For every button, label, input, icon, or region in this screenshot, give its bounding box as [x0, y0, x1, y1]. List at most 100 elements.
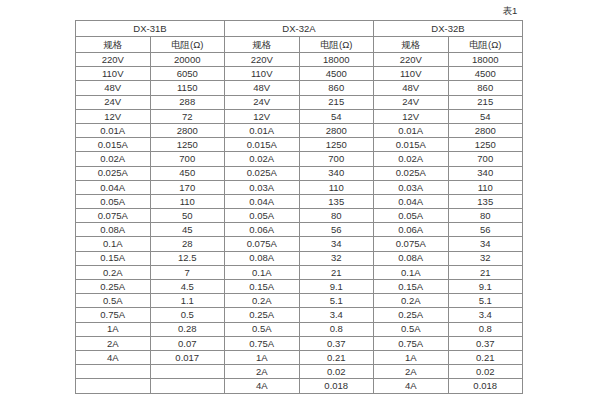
resistance-cell: 700 [448, 152, 523, 166]
resistance-cell: 288 [150, 95, 225, 109]
resistance-cell: 5.1 [299, 294, 374, 308]
resistance-cell: 72 [150, 109, 225, 123]
resistance-cell: 18000 [299, 53, 374, 67]
spec-cell: 1A [76, 322, 151, 336]
resistance-cell: 6050 [150, 67, 225, 81]
spec-cell: 0.01A [76, 123, 151, 137]
resistance-cell: 80 [448, 209, 523, 223]
resistance-cell: 56 [448, 223, 523, 237]
resistance-cell: 450 [150, 166, 225, 180]
spec-cell: 0.075A [76, 209, 151, 223]
spec-cell: 0.025A [374, 166, 449, 180]
table-row: 4A0.0171A0.211A0.21 [76, 350, 523, 364]
resistance-cell: 0.02 [448, 365, 523, 379]
resistance-cell: 4500 [299, 67, 374, 81]
column-header-resistance: 电阻(Ω) [448, 37, 523, 53]
spec-cell: 110V [76, 67, 151, 81]
spec-cell: 0.06A [225, 223, 300, 237]
resistance-cell: 28 [150, 237, 225, 251]
spec-cell: 24V [374, 95, 449, 109]
spec-cell: 0.03A [374, 180, 449, 194]
spec-cell: 0.75A [76, 308, 151, 322]
table-row: 0.08A450.06A560.06A56 [76, 223, 523, 237]
spec-cell: 220V [374, 53, 449, 67]
spec-cell: 0.06A [374, 223, 449, 237]
resistance-cell: 1150 [150, 81, 225, 95]
spec-cell: 2A [374, 365, 449, 379]
spec-cell: 4A [374, 379, 449, 393]
spec-cell: 0.025A [225, 166, 300, 180]
resistance-cell: 170 [150, 180, 225, 194]
resistance-cell: 0.8 [448, 322, 523, 336]
resistance-cell: 860 [448, 81, 523, 95]
resistance-cell: 0.07 [150, 336, 225, 350]
resistance-cell: 54 [299, 109, 374, 123]
table-row: 4A0.0184A0.018 [76, 379, 523, 393]
spec-cell: 48V [225, 81, 300, 95]
table-row: 0.025A4500.025A3400.025A340 [76, 166, 523, 180]
table-row: 0.75A0.50.25A3.40.25A3.4 [76, 308, 523, 322]
resistance-cell: 9.1 [448, 280, 523, 294]
resistance-cell: 5.1 [448, 294, 523, 308]
column-header-spec: 规格 [225, 37, 300, 53]
resistance-cell: 215 [299, 95, 374, 109]
spec-cell: 0.2A [76, 265, 151, 279]
table-row: 0.1A280.075A340.075A34 [76, 237, 523, 251]
column-header-spec: 规格 [76, 37, 151, 53]
resistance-cell: 1250 [448, 138, 523, 152]
spec-cell: 0.25A [374, 308, 449, 322]
resistance-cell: 56 [299, 223, 374, 237]
table-row: 220V20000220V18000220V18000 [76, 53, 523, 67]
spec-cell: 0.15A [374, 280, 449, 294]
resistance-cell: 340 [448, 166, 523, 180]
table-caption: 表1 [495, 5, 525, 16]
table-row: 0.5A1.10.2A5.10.2A5.1 [76, 294, 523, 308]
spec-cell: 0.04A [76, 180, 151, 194]
resistance-cell: 0.018 [299, 379, 374, 393]
spec-cell: 4A [225, 379, 300, 393]
resistance-cell: 0.8 [299, 322, 374, 336]
resistance-cell: 3.4 [448, 308, 523, 322]
resistance-cell: 110 [150, 194, 225, 208]
table-row: 24V28824V21524V215 [76, 95, 523, 109]
resistance-cell: 110 [299, 180, 374, 194]
resistance-cell: 215 [448, 95, 523, 109]
spec-cell: 0.08A [76, 223, 151, 237]
spec-cell: 0.1A [225, 265, 300, 279]
resistance-cell: 700 [150, 152, 225, 166]
resistance-cell: 1.1 [150, 294, 225, 308]
resistance-cell: 0.017 [150, 350, 225, 364]
column-header-resistance: 电阻(Ω) [150, 37, 225, 53]
resistance-cell: 32 [299, 251, 374, 265]
spec-cell: 0.25A [225, 308, 300, 322]
spec-cell: 0.5A [374, 322, 449, 336]
spec-cell: 220V [76, 53, 151, 67]
resistance-cell: 12.5 [150, 251, 225, 265]
spec-cell: 1A [374, 350, 449, 364]
resistance-cell [150, 379, 225, 393]
resistance-cell: 135 [448, 194, 523, 208]
spec-cell: 0.75A [225, 336, 300, 350]
resistance-cell: 9.1 [299, 280, 374, 294]
group-header-row: DX-31B DX-32A DX-32B [76, 21, 523, 37]
resistance-cell: 0.21 [299, 350, 374, 364]
column-header-resistance: 电阻(Ω) [299, 37, 374, 53]
spec-cell: 0.08A [225, 251, 300, 265]
spec-cell: 0.015A [76, 138, 151, 152]
resistance-cell: 2800 [448, 123, 523, 137]
spec-cell: 0.075A [225, 237, 300, 251]
resistance-cell: 7 [150, 265, 225, 279]
spec-cell: 0.01A [374, 123, 449, 137]
spec-cell: 12V [374, 109, 449, 123]
spec-cell: 12V [76, 109, 151, 123]
group-header-dx32b: DX-32B [374, 21, 523, 37]
spec-cell: 0.025A [76, 166, 151, 180]
spec-cell: 12V [225, 109, 300, 123]
resistance-cell: 700 [299, 152, 374, 166]
resistance-cell: 3.4 [299, 308, 374, 322]
resistance-cell: 0.21 [448, 350, 523, 364]
table-row: 1A0.280.5A0.80.5A0.8 [76, 322, 523, 336]
table-row: 0.01A28000.01A28000.01A2800 [76, 123, 523, 137]
resistance-cell [150, 365, 225, 379]
spec-cell: 0.03A [225, 180, 300, 194]
